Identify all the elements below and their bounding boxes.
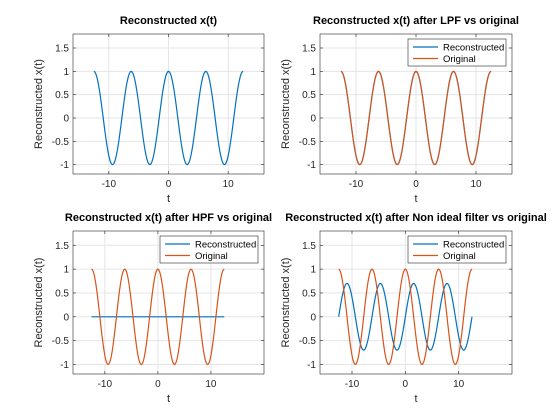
chart-title: Reconstructed x(t) <box>120 15 218 27</box>
x-axis-label: t <box>414 393 417 405</box>
y-tick-label: 1.5 <box>55 241 69 252</box>
chart-panel-3: -10 0 10 -1 -0.5 0 0.5 1 1.5 Reconstructed x(t) a… <box>33 212 272 405</box>
legend-label: Reconstructed <box>443 43 504 54</box>
y-tick-label: 1 <box>310 67 316 78</box>
x-tick-label: 10 <box>223 179 235 190</box>
x-axis-label: t <box>167 393 170 405</box>
legend-label: Original <box>443 251 476 262</box>
legend-label: Original <box>443 54 476 65</box>
series-line-original <box>91 268 225 366</box>
y-axis-label: Reconstructed x(t) <box>280 258 292 348</box>
y-tick-label: 1.5 <box>55 44 69 55</box>
y-tick-label: -0.5 <box>299 336 317 347</box>
chart-title: Reconstructed x(t) after HPF vs original <box>65 212 272 224</box>
y-tick-label: 1 <box>310 265 316 276</box>
chart-title: Reconstructed x(t) after LPF vs original <box>313 15 519 27</box>
legend-label: Reconstructed <box>195 240 256 251</box>
y-tick-label: -1 <box>60 360 69 371</box>
series-line-original <box>340 70 492 166</box>
legend-box <box>159 235 259 264</box>
y-tick-label: -0.5 <box>52 137 70 148</box>
series-line-reconstructed <box>338 282 473 351</box>
y-axis-label: Reconstructed x(t) <box>33 258 45 348</box>
y-tick-label: -0.5 <box>52 336 70 347</box>
y-tick-label: 0.5 <box>302 288 316 299</box>
y-tick-label: -1 <box>307 160 316 171</box>
x-tick-label: 0 <box>403 379 409 390</box>
x-tick-label: 0 <box>166 179 172 190</box>
legend-label: Original <box>195 251 228 262</box>
y-tick-label: 0.5 <box>55 288 69 299</box>
y-tick-label: -0.5 <box>299 137 317 148</box>
x-axis-label: t <box>167 193 170 205</box>
axes-box <box>319 230 513 375</box>
chart-title: Reconstructed x(t) after Non ideal filte… <box>285 212 547 224</box>
y-tick-label: -1 <box>307 360 316 371</box>
y-axis-label: Reconstructed x(t) <box>280 59 292 149</box>
y-tick-label: 0 <box>310 114 316 125</box>
y-tick-label: 1 <box>63 67 69 78</box>
x-tick-label: -10 <box>345 379 360 390</box>
series-line-1 <box>93 70 244 166</box>
legend-label: Reconstructed <box>443 240 504 251</box>
chart-panel-2: -10 0 10 -1 -0.5 0 0.5 1 1.5 Reconstructed x(t) a… <box>280 15 519 205</box>
x-tick-label: 10 <box>470 179 482 190</box>
y-tick-label: 0 <box>310 312 316 323</box>
x-tick-label: 10 <box>205 379 217 390</box>
series-line-original <box>338 268 473 366</box>
y-tick-label: 0 <box>63 114 69 125</box>
x-axis-label: t <box>414 193 417 205</box>
x-tick-label: -10 <box>102 179 117 190</box>
x-tick-label: 10 <box>453 379 465 390</box>
y-tick-label: 1.5 <box>302 44 316 55</box>
y-tick-label: -1 <box>60 160 69 171</box>
axes-box <box>72 230 265 375</box>
y-tick-label: 1.5 <box>302 241 316 252</box>
legend-box <box>407 38 507 67</box>
legend-box <box>407 235 507 264</box>
x-tick-label: 0 <box>413 179 419 190</box>
y-tick-label: 0 <box>63 312 69 323</box>
y-tick-label: 1 <box>63 265 69 276</box>
y-axis-label: Reconstructed x(t) <box>33 59 45 149</box>
y-tick-label: 0.5 <box>302 90 316 101</box>
chart-panel-4: -10 0 10 -1 -0.5 0 0.5 1 1.5 Reconstructed x(t) a… <box>280 212 547 405</box>
y-tick-label: 0.5 <box>55 90 69 101</box>
x-tick-label: -10 <box>349 179 364 190</box>
x-tick-label: -10 <box>98 379 113 390</box>
x-tick-label: 0 <box>155 379 161 390</box>
chart-panel-1: -10 0 10 -1 -0.5 0 0.5 1 1.5 Reconstructed x(t) t R… <box>33 15 265 205</box>
